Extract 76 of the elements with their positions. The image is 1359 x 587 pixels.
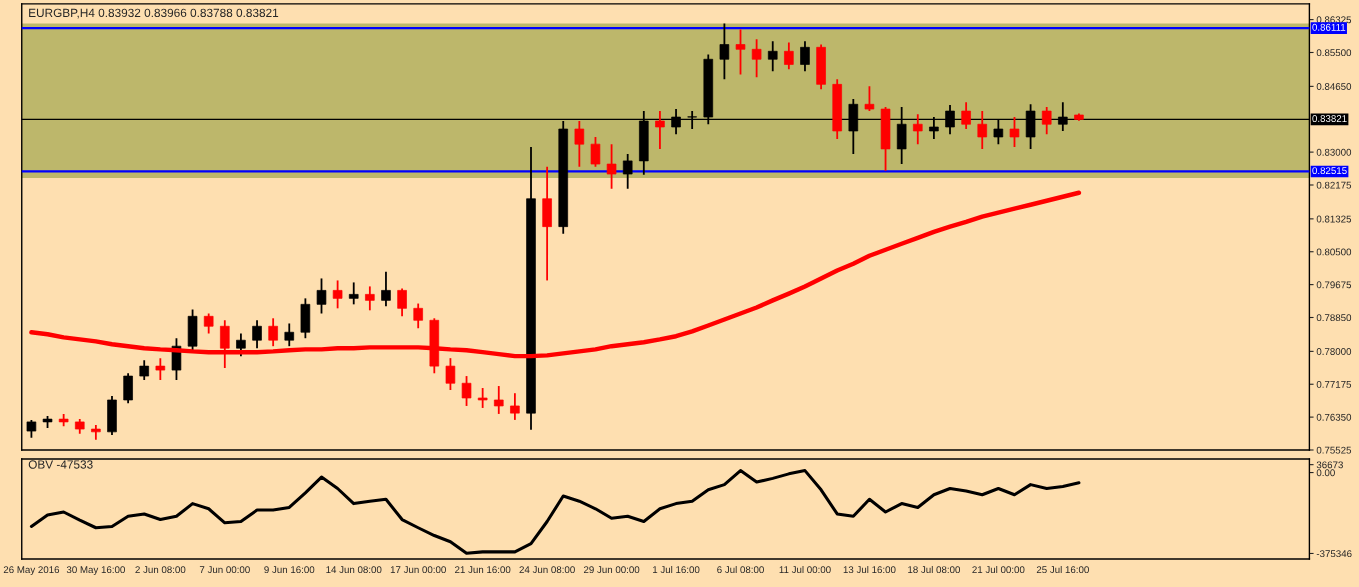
- candlestick: [864, 85, 875, 112]
- candlestick: [397, 287, 407, 318]
- candlestick: [590, 136, 601, 168]
- ref-line-label: 0.86111: [1312, 23, 1346, 31]
- candlestick: [493, 385, 504, 415]
- y-tick-label: 0.86325: [1316, 16, 1352, 24]
- y-tick-label: 0.78850: [1316, 314, 1352, 322]
- candlestick: [413, 302, 423, 330]
- candlestick: [800, 40, 810, 73]
- candlestick: [155, 357, 166, 381]
- candlestick: [735, 28, 746, 76]
- candlestick: [461, 375, 472, 407]
- candlestick: [123, 372, 133, 405]
- candlestick: [139, 359, 150, 381]
- ref-line-label: 0.82515: [1312, 167, 1347, 175]
- y-tick-label: 0.00: [1316, 469, 1335, 477]
- chart-title: EURGBP,H4 0.83932 0.83966 0.83788 0.83821: [29, 8, 279, 19]
- candlestick: [203, 312, 214, 335]
- x-tick-label: 13 Jul 16:00: [843, 565, 896, 574]
- y-tick-label: 0.79675: [1316, 281, 1352, 289]
- candlestick: [977, 110, 988, 150]
- candlestick: [751, 38, 762, 79]
- candlestick: [445, 357, 456, 391]
- x-tick-label: 9 Jun 16:00: [264, 566, 315, 574]
- candlestick: [316, 277, 327, 315]
- x-tick-label: 29 Jun 00:00: [583, 566, 640, 574]
- y-tick-label: 0.85500: [1316, 49, 1352, 57]
- x-tick-label: 24 Jun 08:00: [519, 566, 575, 574]
- candlestick: [284, 322, 295, 348]
- x-tick-label: 25 Jul 16:00: [1036, 565, 1089, 574]
- candlestick: [719, 22, 730, 81]
- candlestick: [268, 317, 278, 348]
- y-tick-label: 0.84650: [1316, 83, 1352, 90]
- y-tick-label: 0.75525: [1316, 446, 1352, 454]
- candlestick: [655, 110, 665, 150]
- x-tick-label: 11 Jul 00:00: [779, 565, 831, 574]
- candlestick: [606, 143, 617, 190]
- x-tick-label: 6 Jul 08:00: [717, 565, 764, 574]
- x-tick-label: 21 Jul 00:00: [972, 565, 1025, 574]
- candlestick: [1009, 116, 1020, 148]
- x-tick-label: 18 Jul 08:00: [908, 565, 961, 574]
- y-tick-label: 0.81325: [1316, 215, 1352, 223]
- candlestick: [348, 281, 359, 306]
- y-tick-label: -375346: [1316, 550, 1352, 558]
- candlestick: [913, 113, 923, 146]
- x-tick-label: 1 Jul 16:00: [653, 565, 700, 574]
- candlestick: [365, 285, 375, 312]
- candlestick: [510, 392, 520, 421]
- y-tick-label: 0.76350: [1316, 413, 1352, 421]
- y-tick-label: 36673: [1316, 461, 1343, 469]
- y-tick-label: 0.83000: [1316, 148, 1352, 156]
- candlestick: [236, 332, 246, 358]
- candlestick: [961, 101, 971, 130]
- candlestick: [574, 120, 585, 168]
- y-tick-label: 0.80500: [1316, 248, 1352, 256]
- x-tick-label: 7 Jun 00:00: [199, 566, 250, 574]
- x-tick-label: 21 Jun 16:00: [455, 566, 511, 574]
- candlestick: [381, 270, 391, 308]
- x-tick-label: 17 Jun 00:00: [390, 566, 446, 574]
- x-tick-label: 14 Jun 08:00: [326, 566, 382, 574]
- y-tick-label: 0.78000: [1316, 348, 1352, 355]
- ref-line-label: 0.83821: [1312, 115, 1347, 123]
- candlestick: [767, 40, 778, 73]
- candlestick: [1041, 106, 1052, 136]
- chart-title: OBV -47533: [28, 460, 93, 469]
- x-tick-label: 30 May 16:00: [66, 566, 125, 576]
- candlestick: [477, 387, 488, 409]
- candlestick: [332, 279, 343, 310]
- candlestick: [622, 153, 633, 190]
- y-tick-label: 0.77175: [1316, 380, 1352, 388]
- y-tick-label: 0.82175: [1316, 181, 1352, 189]
- candlestick: [784, 41, 794, 71]
- x-tick-label: 26 May 2016: [3, 566, 60, 576]
- x-tick-label: 2 Jun 08:00: [135, 566, 186, 574]
- candlestick: [252, 319, 262, 350]
- line-series: [29, 469, 1081, 555]
